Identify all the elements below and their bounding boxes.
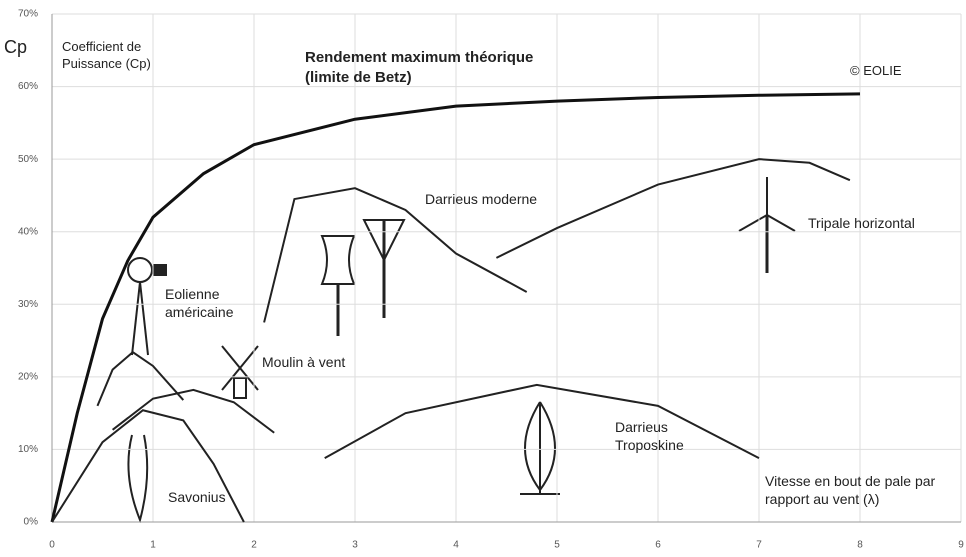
x-tick-label: 1 (150, 540, 156, 551)
x-tick-label: 3 (352, 540, 358, 551)
series-line (111, 388, 275, 434)
series-label: Darrieus moderne (425, 191, 538, 207)
series-label: Tripale horizontal (808, 215, 915, 231)
y-axis-label: Cp (4, 37, 28, 57)
series-label: Rendement maximum théorique (limite de B… (305, 49, 534, 86)
series-line (50, 92, 861, 523)
y-tick-label: 30% (18, 299, 38, 310)
y-tick-label: 40% (18, 226, 38, 237)
y-tick-label: 50% (18, 154, 38, 165)
series-line (324, 383, 760, 460)
x-tick-label: 7 (756, 540, 762, 551)
x-tick-label: 8 (857, 540, 863, 551)
x-axis-label: Vitesse en bout de pale par rapport au v… (765, 473, 936, 507)
x-tick-label: 4 (453, 540, 459, 551)
y-tick-label: 0% (24, 517, 39, 528)
y-tick-label: 70% (18, 9, 38, 20)
series-line (263, 187, 528, 323)
subtitle: Coefficient de Puissance (Cp) (62, 39, 151, 71)
x-tick-label: 2 (251, 540, 257, 551)
x-tick-label: 5 (554, 540, 560, 551)
series-label: Moulin à vent (262, 354, 346, 370)
y-tick-label: 20% (18, 371, 38, 382)
series-line (51, 409, 245, 523)
series-label: Darrieus Troposkine (615, 419, 684, 453)
icons (127, 177, 796, 524)
copyright: © EOLIE (850, 63, 902, 78)
series-line (495, 158, 851, 259)
x-tick-label: 6 (655, 540, 661, 551)
y-tick-label: 60% (18, 81, 38, 92)
series-label: Eolienne américaine (165, 286, 234, 320)
series-line (96, 350, 185, 407)
x-tick-label: 9 (958, 540, 964, 551)
series-label: Savonius (168, 489, 226, 505)
y-tick-label: 10% (18, 444, 38, 455)
x-tick-label: 0 (49, 540, 55, 551)
